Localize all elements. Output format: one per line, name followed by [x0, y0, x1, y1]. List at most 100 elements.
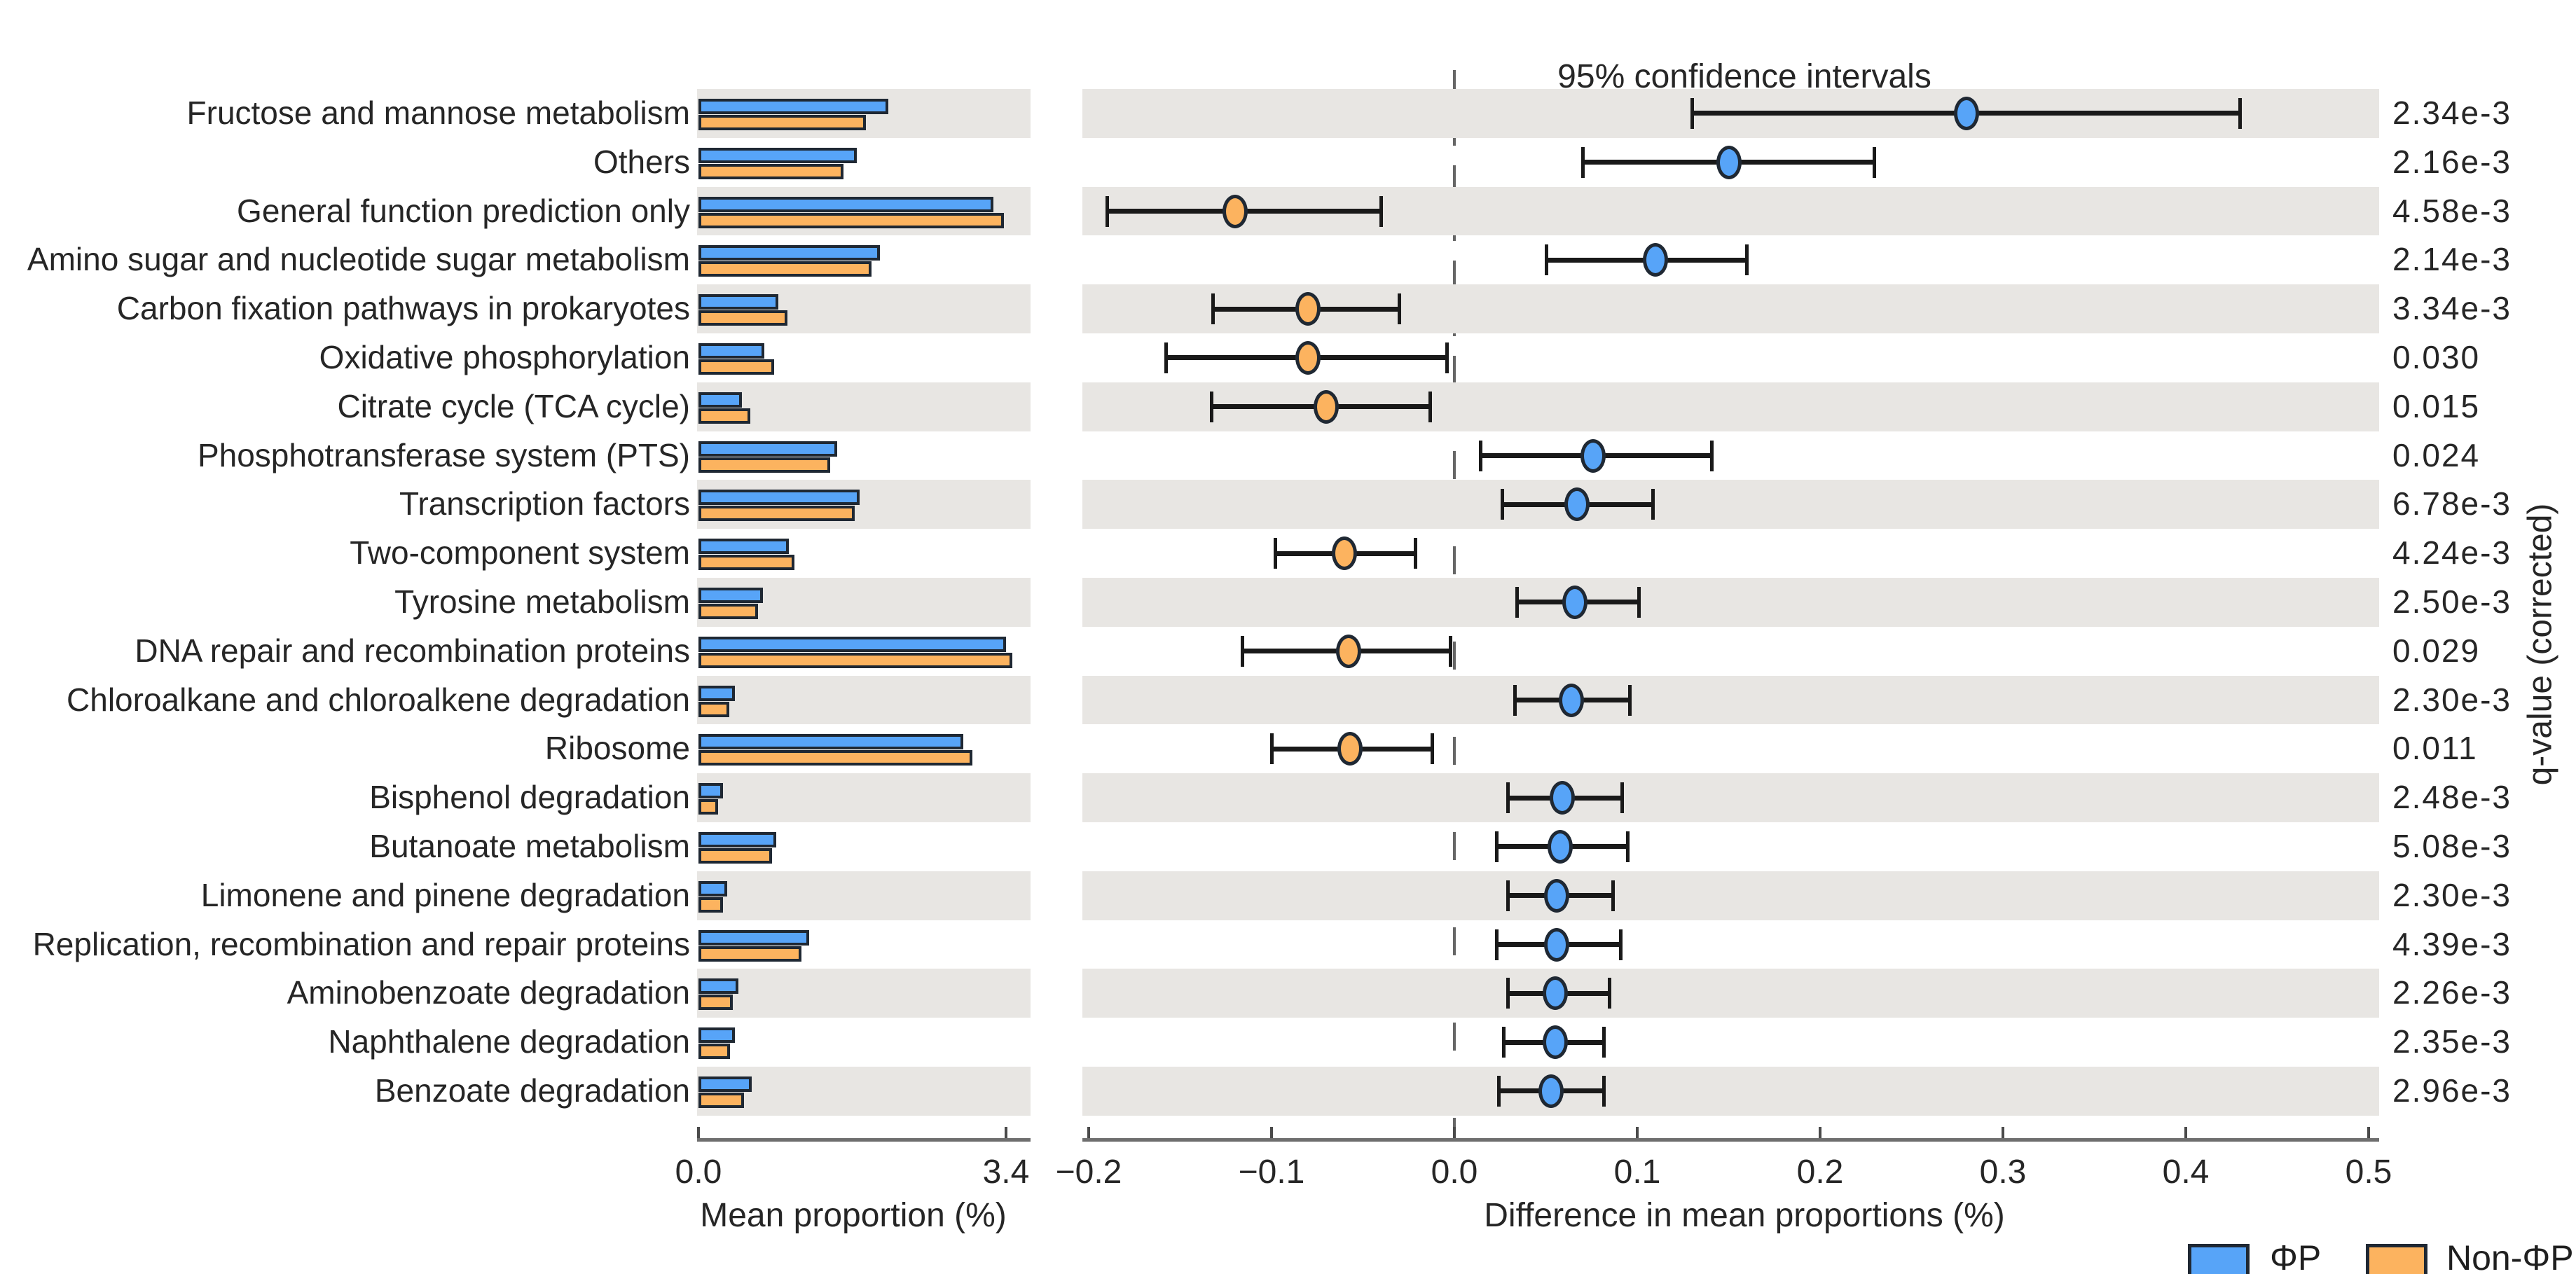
confidence-interval-cap-low — [1515, 586, 1519, 618]
confidence-interval-cap-high — [1651, 489, 1655, 520]
mean-proportion-bar-nonphip — [698, 1093, 744, 1108]
confidence-interval-cap-low — [1211, 293, 1215, 325]
confidence-interval-cap-low — [1478, 440, 1482, 471]
category-label: Replication, recombination and repair pr… — [32, 925, 690, 962]
difference-dot — [1295, 292, 1321, 326]
difference-dot — [1716, 145, 1742, 179]
difference-dot — [1538, 1074, 1564, 1108]
category-label: Fructose and mannose metabolism — [186, 95, 690, 131]
q-value: 4.58e-3 — [2392, 192, 2512, 229]
category-label: Bisphenol degradation — [369, 779, 690, 816]
confidence-interval-cap-high — [1627, 684, 1632, 716]
category-label: Naphthalene degradation — [328, 1023, 690, 1060]
confidence-interval-cap-high — [1607, 978, 1611, 1009]
difference-dot — [1332, 536, 1358, 571]
diff-axis-tick — [1453, 1127, 1456, 1138]
bar-axis-tick — [1004, 1127, 1007, 1138]
diff-axis-tick-label: −0.2 — [1055, 1154, 1122, 1191]
confidence-interval-cap-high — [1611, 880, 1616, 911]
category-label: Phosphotransferase system (PTS) — [197, 436, 690, 473]
confidence-interval-cap-low — [1495, 929, 1499, 960]
confidence-interval-cap-high — [1379, 195, 1383, 227]
difference-dot — [1295, 340, 1321, 375]
confidence-interval-cap-low — [1274, 538, 1278, 569]
confidence-interval-cap-low — [1164, 342, 1168, 373]
q-value: 2.35e-3 — [2392, 1023, 2512, 1060]
mean-proportion-bar-phip — [698, 1076, 752, 1092]
category-label: Carbon fixation pathways in prokaryotes — [116, 290, 690, 327]
mean-proportion-bar-nonphip — [698, 408, 750, 424]
diff-axis-tick-label: 0.0 — [1431, 1154, 1478, 1191]
mean-proportion-bar-phip — [698, 1027, 735, 1044]
diff-axis-title: Difference in mean proportions (%) — [1484, 1197, 2005, 1234]
q-value: 5.08e-3 — [2392, 828, 2512, 864]
confidence-interval-cap-high — [1744, 244, 1749, 276]
confidence-interval-cap-low — [1241, 635, 1245, 667]
mean-proportion-bar-phip — [698, 392, 742, 408]
mean-proportion-bar-nonphip — [698, 604, 758, 619]
q-value: 0.011 — [2392, 730, 2478, 767]
mean-proportion-bar-nonphip — [698, 1044, 730, 1060]
mean-proportion-bar-phip — [698, 978, 738, 995]
q-value: 0.015 — [2392, 387, 2481, 424]
confidence-interval-cap-high — [1602, 1027, 1606, 1058]
row-stripe-bars — [697, 382, 1031, 431]
confidence-interval-cap-low — [1106, 195, 1110, 227]
q-value: 2.16e-3 — [2392, 143, 2512, 180]
confidence-interval-cap-high — [1414, 538, 1418, 569]
mean-proportion-bar-nonphip — [698, 896, 723, 913]
confidence-interval-cap-low — [1506, 978, 1510, 1009]
mean-proportion-bar-phip — [698, 783, 723, 799]
mean-proportion-bar-nonphip — [698, 261, 872, 277]
mean-proportion-bar-phip — [698, 441, 837, 457]
confidence-interval-cap-high — [1637, 586, 1641, 618]
category-label: Others — [593, 143, 690, 180]
mean-proportion-bar-nonphip — [698, 946, 801, 962]
mean-proportion-bar-nonphip — [698, 555, 794, 571]
difference-dot — [1335, 634, 1361, 668]
confidence-interval-cap-high — [1448, 635, 1452, 667]
diff-axis-line — [1082, 1138, 2379, 1142]
difference-dot — [1544, 878, 1570, 913]
confidence-interval-cap-high — [1428, 391, 1433, 422]
mean-proportion-bar-nonphip — [698, 995, 733, 1011]
confidence-interval-cap-low — [1270, 733, 1274, 765]
category-label: Two-component system — [350, 534, 690, 572]
q-value: 4.24e-3 — [2392, 534, 2512, 572]
diff-axis-tick-label: 0.1 — [1613, 1154, 1661, 1191]
difference-dot — [1314, 389, 1339, 424]
diff-axis-tick — [1270, 1127, 1273, 1138]
mean-proportion-bar-phip — [698, 245, 880, 261]
confidence-interval-cap-high — [1618, 929, 1623, 960]
difference-dot — [1564, 487, 1590, 522]
category-label: Tyrosine metabolism — [394, 583, 690, 620]
legend-swatch-nonphip — [2366, 1244, 2427, 1274]
confidence-interval-cap-low — [1502, 1027, 1506, 1058]
difference-dot — [1544, 927, 1570, 962]
confidence-interval-cap-high — [1710, 440, 1714, 471]
mean-proportion-bar-nonphip — [698, 506, 855, 522]
mean-proportion-bar-phip — [698, 196, 993, 212]
category-label: Transcription factors — [399, 485, 690, 522]
diff-axis-tick — [1636, 1127, 1639, 1138]
mean-proportion-bar-nonphip — [698, 359, 774, 375]
confidence-interval-cap-high — [1397, 293, 1401, 325]
row-stripe-diff — [1082, 773, 2379, 822]
category-label: General function prediction only — [237, 192, 690, 229]
confidence-interval-cap-low — [1209, 391, 1213, 422]
diff-axis-tick-label: 0.2 — [1796, 1154, 1844, 1191]
confidence-interval-cap-low — [1690, 97, 1695, 129]
diff-axis-tick-label: 0.5 — [2345, 1154, 2392, 1191]
mean-proportion-bar-phip — [698, 734, 963, 750]
difference-dot — [1542, 976, 1568, 1011]
confidence-interval-cap-high — [2238, 97, 2243, 129]
q-value: 2.14e-3 — [2392, 241, 2512, 278]
mean-proportion-bar-nonphip — [698, 799, 718, 815]
row-stripe-bars — [697, 871, 1031, 920]
category-label: Butanoate metabolism — [369, 828, 690, 864]
mean-proportion-bar-phip — [698, 636, 1006, 652]
q-value: 2.30e-3 — [2392, 876, 2512, 913]
mean-proportion-bar-nonphip — [698, 212, 1004, 228]
difference-dot — [1559, 683, 1585, 717]
